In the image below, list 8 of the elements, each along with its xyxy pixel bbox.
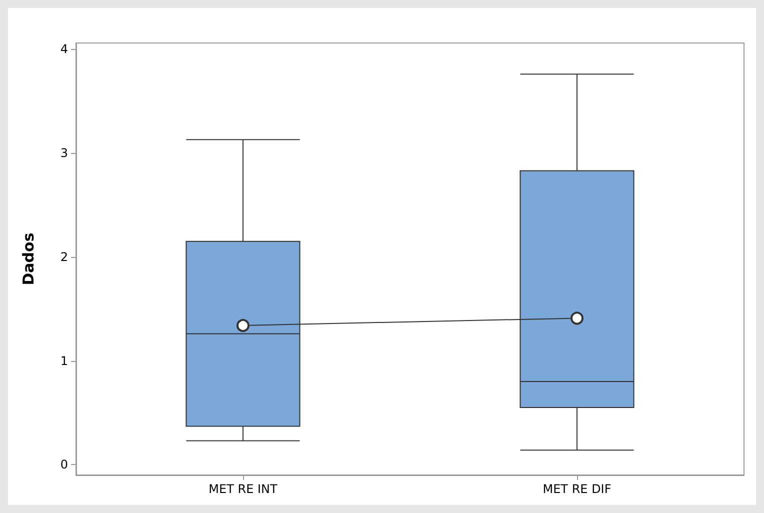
x-tick-label: MET RE DIF (542, 482, 612, 496)
y-tick-label: 0 (60, 458, 68, 472)
y-tick-label: 3 (60, 146, 68, 160)
y-axis-title: Dados (20, 232, 38, 286)
y-tick-label: 1 (60, 354, 68, 368)
y-tick-label: 2 (60, 250, 68, 264)
x-tick-label: MET RE INT (208, 482, 278, 496)
y-tick-label: 4 (60, 42, 68, 56)
